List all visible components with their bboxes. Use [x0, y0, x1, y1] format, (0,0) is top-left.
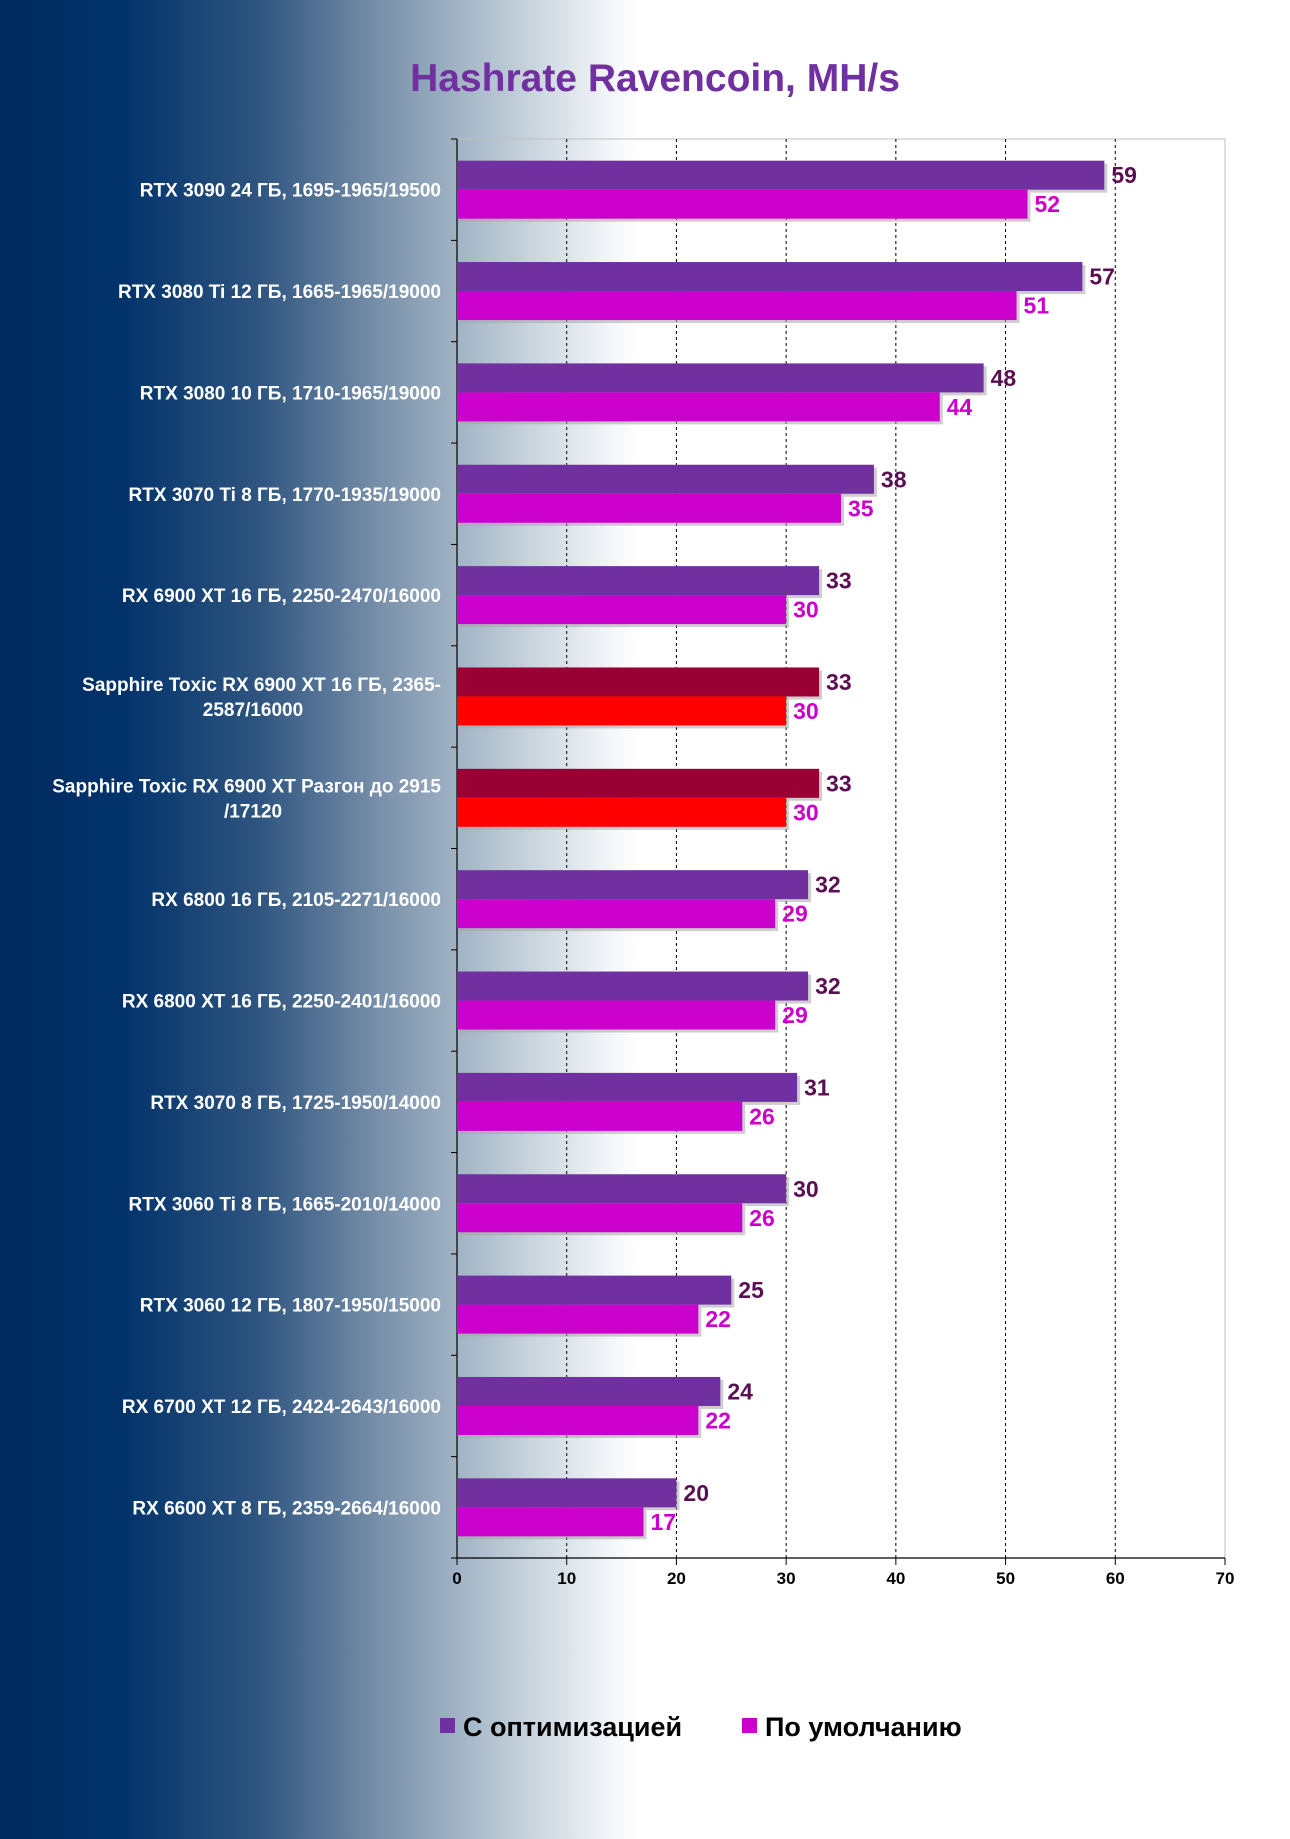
- bar-optimized: [457, 768, 820, 798]
- data-label-default: 30: [793, 799, 819, 825]
- bar-optimized: [457, 363, 984, 393]
- bar-default: [457, 189, 1028, 219]
- x-tick-label: 10: [557, 1569, 576, 1588]
- data-label-optimized: 20: [683, 1480, 709, 1506]
- bar-default: [457, 899, 776, 929]
- data-label-default: 26: [749, 1205, 775, 1231]
- data-label-optimized: 33: [826, 568, 852, 594]
- data-label-optimized: 33: [826, 770, 852, 796]
- bar-default: [457, 291, 1017, 321]
- category-label: RX 6900 XT 16 ГБ, 2250-2470/16000: [122, 586, 441, 607]
- data-label-default: 30: [793, 698, 819, 724]
- data-label-default: 44: [947, 394, 973, 420]
- x-tick-label: 60: [1106, 1569, 1125, 1588]
- bar-optimized: [457, 1072, 798, 1102]
- x-tick-label: 50: [996, 1569, 1015, 1588]
- data-label-optimized: 48: [991, 365, 1017, 391]
- bar-default: [457, 1405, 699, 1435]
- data-label-optimized: 31: [804, 1074, 830, 1100]
- category-label: RTX 3090 24 ГБ, 1695-1965/19500: [140, 181, 441, 202]
- legend-label-optimized: С оптимизацией: [463, 1712, 682, 1742]
- data-label-default: 22: [705, 1407, 731, 1433]
- category-label: RX 6800 XT 16 ГБ, 2250-2401/16000: [122, 992, 441, 1013]
- data-label-optimized: 33: [826, 669, 852, 695]
- data-label-default: 51: [1024, 293, 1050, 319]
- bar-optimized: [457, 464, 874, 494]
- legend-swatch-optimized: [440, 1718, 455, 1733]
- bar-default: [457, 1304, 699, 1334]
- data-label-optimized: 24: [727, 1378, 753, 1404]
- category-label: RTX 3070 Ti 8 ГБ, 1770-1935/19000: [129, 485, 441, 506]
- category-label: RTX 3070 8 ГБ, 1725-1950/14000: [150, 1093, 441, 1114]
- category-label: RTX 3060 Ti 8 ГБ, 1665-2010/14000: [129, 1194, 441, 1215]
- bar-default: [457, 392, 940, 422]
- bar-optimized: [457, 870, 809, 900]
- bar-optimized: [457, 262, 1083, 292]
- x-tick-label: 70: [1216, 1569, 1235, 1588]
- bar-default: [457, 595, 787, 625]
- bar-optimized: [457, 1478, 677, 1508]
- data-label-default: 29: [782, 1002, 808, 1028]
- bar-optimized: [457, 1174, 787, 1204]
- bar-default: [457, 1000, 776, 1030]
- bar-optimized: [457, 971, 809, 1001]
- category-label: RX 6600 XT 8 ГБ, 2359-2664/16000: [132, 1498, 441, 1519]
- legend-label-default: По умолчанию: [765, 1712, 962, 1742]
- data-label-default: 29: [782, 901, 808, 927]
- legend: С оптимизацией По умолчанию: [440, 1712, 962, 1742]
- x-tick-label: 0: [452, 1569, 461, 1588]
- data-label-optimized: 30: [793, 1176, 819, 1202]
- data-label-default: 52: [1035, 191, 1061, 217]
- x-tick-label: 40: [886, 1569, 905, 1588]
- data-label-default: 17: [651, 1509, 677, 1535]
- data-label-optimized: 32: [815, 872, 841, 898]
- category-label: RTX 3060 12 ГБ, 1807-1950/15000: [140, 1296, 441, 1317]
- data-label-optimized: 59: [1111, 162, 1137, 188]
- category-label: RX 6800 16 ГБ, 2105-2271/16000: [151, 890, 441, 911]
- bar-default: [457, 1507, 644, 1537]
- bar-default: [457, 1203, 743, 1233]
- data-label-default: 22: [705, 1306, 731, 1332]
- data-label-optimized: 57: [1089, 264, 1115, 290]
- data-label-default: 30: [793, 597, 819, 623]
- bar-default: [457, 797, 787, 827]
- x-tick-label: 30: [777, 1569, 796, 1588]
- bar-optimized: [457, 667, 820, 697]
- data-label-default: 26: [749, 1103, 775, 1129]
- data-label-optimized: 38: [881, 466, 907, 492]
- legend-swatch-default: [742, 1718, 757, 1733]
- category-label: RX 6700 XT 12 ГБ, 2424-2643/16000: [122, 1397, 441, 1418]
- category-label: 2587/16000: [203, 700, 303, 721]
- bar-optimized: [457, 1275, 732, 1305]
- chart-title: Hashrate Ravencoin, MH/s: [410, 57, 900, 100]
- category-label: Sapphire Toxic RX 6900 XT Разгон до 2915: [52, 776, 441, 797]
- bar-optimized: [457, 160, 1105, 190]
- bar-default: [457, 493, 841, 523]
- data-label-optimized: 25: [738, 1277, 764, 1303]
- plot-frame: [456, 138, 1226, 1559]
- bar-default: [457, 696, 787, 726]
- x-tick-label: 20: [667, 1569, 686, 1588]
- category-label: RTX 3080 Ti 12 ГБ, 1665-1965/19000: [118, 282, 441, 303]
- category-label: RTX 3080 10 ГБ, 1710-1965/19000: [140, 383, 441, 404]
- bar-default: [457, 1101, 743, 1131]
- plot-area: 0 10 20 30 40 50 60 70 59 52 RTX 3090 24 ГБ, 1695-…: [52, 138, 1235, 1588]
- bar-optimized: [457, 566, 820, 596]
- category-label: /17120: [224, 801, 282, 822]
- data-label-default: 35: [848, 495, 874, 521]
- data-label-optimized: 32: [815, 973, 841, 999]
- bar-optimized: [457, 1376, 721, 1406]
- category-label: Sapphire Toxic RX 6900 XT 16 ГБ, 2365-: [82, 675, 441, 696]
